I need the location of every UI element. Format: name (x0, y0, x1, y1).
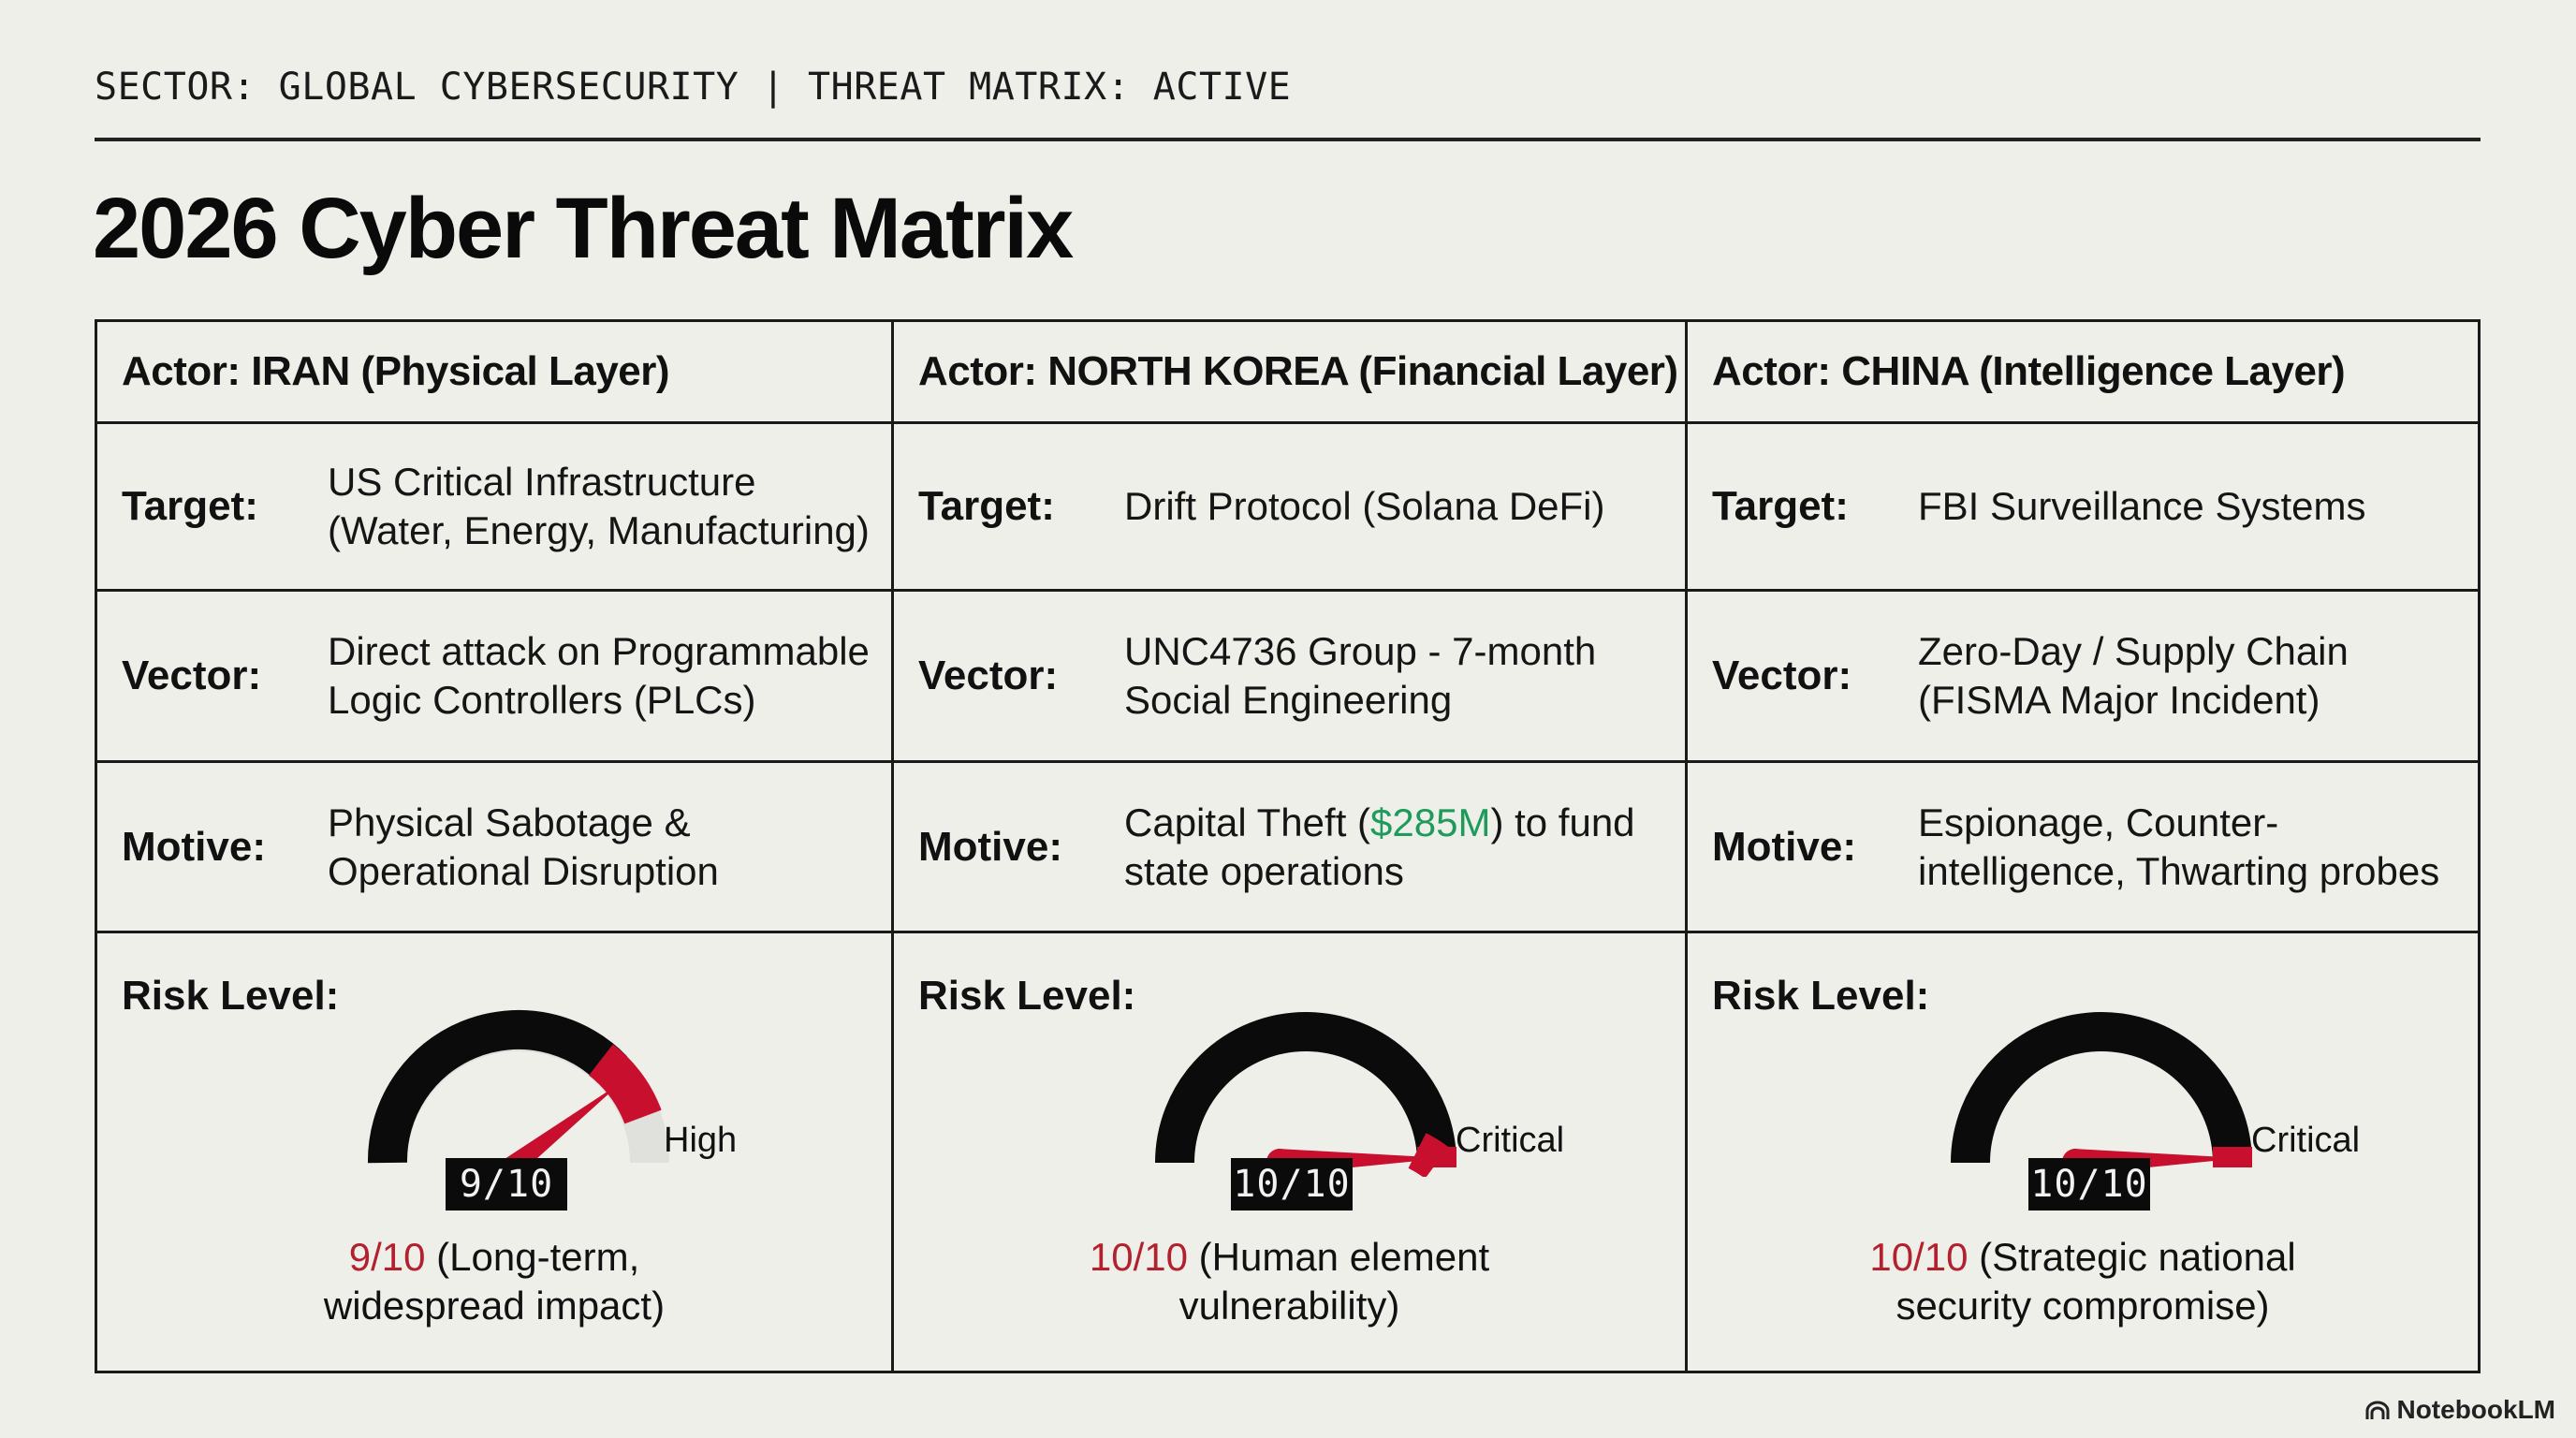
motive-label: Motive: (1712, 823, 1856, 870)
target-value: Drift Protocol (Solana DeFi) (1124, 484, 1605, 528)
gauge-level-label: Critical (2251, 1121, 2361, 1160)
target-cell-north-korea: Target: Drift Protocol (Solana DeFi) (894, 424, 1688, 592)
vector-label: Vector: (918, 653, 1059, 698)
header-divider (95, 138, 2481, 141)
target-label: Target: (918, 483, 1055, 529)
vector-label: Vector: (1712, 653, 1852, 698)
motive-value: Capital Theft ($285M) to fund state opera… (1124, 800, 1635, 893)
risk-score: 10/10 (1869, 1235, 1969, 1279)
risk-label: Risk Level: (1712, 973, 1930, 1019)
risk-score-display: 10/10 (1231, 1158, 1353, 1211)
risk-label: Risk Level: (918, 973, 1136, 1019)
notebooklm-watermark: NotebookLM (2364, 1395, 2555, 1425)
vector-cell-iran: Vector: Direct attack on Programmable Log… (97, 592, 894, 763)
target-label: Target: (122, 483, 258, 529)
risk-cell-iran: Risk Level: High 9/10 9/10 (Long-term, wi… (97, 933, 894, 1371)
stolen-amount: $285M (1370, 800, 1491, 844)
risk-score-display: 9/10 (446, 1158, 567, 1211)
motive-label: Motive: (122, 823, 266, 870)
target-label: Target: (1712, 483, 1849, 529)
risk-description: 9/10 (Long-term, widespread impact) (323, 1235, 666, 1328)
target-value: US Critical Infrastructure (Water, Energy… (328, 460, 870, 552)
target-value: FBI Surveillance Systems (1918, 484, 2366, 528)
motive-cell-china: Motive: Espionage, Counter-intelligence,… (1688, 763, 2478, 933)
gauge-level-label: Critical (1456, 1121, 1565, 1160)
risk-description: 10/10 (Strategic national security compro… (1869, 1235, 2296, 1328)
vector-label: Vector: (122, 653, 262, 698)
motive-cell-iran: Motive: Physical Sabotage & Operational D… (97, 763, 894, 933)
motive-value: Espionage, Counter-intelligence, Thwarti… (1918, 800, 2440, 893)
page-title: 2026 Cyber Threat Matrix (93, 181, 1074, 276)
threat-matrix-table: Actor: IRAN (Physical Layer) Actor: NORT… (95, 319, 2481, 1373)
risk-cell-north-korea: Risk Level: Critical 10/10 10/10 (Human … (894, 933, 1688, 1371)
target-cell-iran: Target: US Critical Infrastructure (Water… (97, 424, 894, 592)
risk-description: 10/10 (Human element vulnerability) (1089, 1235, 1490, 1328)
actor-heading-iran: Actor: IRAN (Physical Layer) (97, 322, 894, 424)
actor-heading-north-korea: Actor: NORTH KOREA (Financial Layer) (894, 322, 1688, 424)
risk-score: 9/10 (348, 1235, 426, 1279)
gauge-level-label: High (664, 1121, 738, 1160)
motive-cell-north-korea: Motive: Capital Theft ($285M) to fund sta… (894, 763, 1688, 933)
risk-score-display: 10/10 (2028, 1158, 2150, 1211)
motive-value: Physical Sabotage & Operational Disruptio… (328, 800, 719, 893)
sector-status-line: SECTOR: GLOBAL CYBERSECURITY | THREAT MA… (95, 66, 1292, 109)
risk-cell-china: Risk Level: Critical 10/10 10/10 (Strate… (1688, 933, 2478, 1371)
vector-value: Zero-Day / Supply Chain (FISMA Major Inci… (1918, 629, 2349, 722)
actor-heading-china: Actor: CHINA (Intelligence Layer) (1688, 322, 2478, 424)
motive-label: Motive: (918, 823, 1062, 870)
risk-score: 10/10 (1089, 1235, 1188, 1279)
brand-name: NotebookLM (2396, 1395, 2555, 1424)
risk-label: Risk Level: (122, 973, 340, 1019)
vector-cell-north-korea: Vector: UNC4736 Group - 7-month Social En… (894, 592, 1688, 763)
vector-cell-china: Vector: Zero-Day / Supply Chain (FISMA Ma… (1688, 592, 2478, 763)
target-cell-china: Target: FBI Surveillance Systems (1688, 424, 2478, 592)
vector-value: Direct attack on Programmable Logic Contr… (328, 629, 870, 722)
vector-value: UNC4736 Group - 7-month Social Engineerin… (1124, 629, 1597, 722)
notebooklm-logo-icon (2365, 1401, 2390, 1419)
